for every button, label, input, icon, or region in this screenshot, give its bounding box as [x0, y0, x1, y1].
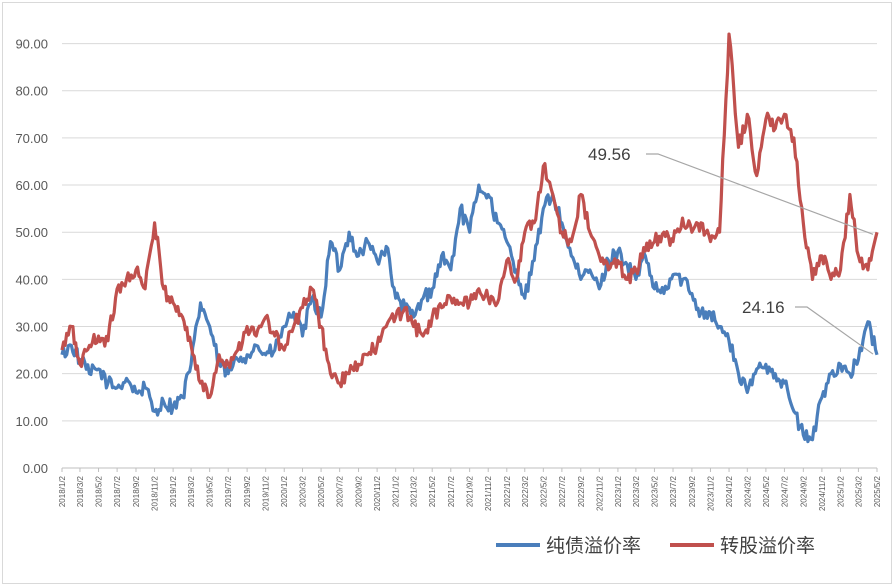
x-tick-label: 2021/1/2: [392, 475, 401, 507]
x-tick-label: 2024/3/2: [743, 475, 752, 507]
callout-leader-0: [646, 153, 874, 235]
series-line-1: [60, 32, 879, 400]
x-tick-label: 2023/11/2: [706, 475, 715, 511]
y-tick-label: 20.00: [15, 367, 48, 382]
x-tick-label: 2019/11/2: [262, 475, 271, 511]
x-tick-label: 2021/11/2: [484, 475, 493, 511]
x-tick-label: 2021/5/2: [428, 475, 437, 507]
x-tick-label: 2020/7/2: [336, 475, 345, 507]
y-tick-label: 0.00: [23, 461, 48, 476]
x-tick-label: 2019/7/2: [224, 475, 233, 507]
x-tick-label: 2023/5/2: [650, 475, 659, 507]
y-tick-label: 50.00: [15, 225, 48, 240]
x-tick-label: 2022/9/2: [577, 475, 586, 507]
legend-label-1: 转股溢价率: [720, 535, 815, 557]
x-tick-label: 2023/9/2: [688, 475, 697, 507]
x-tick-label: 2019/1/2: [169, 475, 178, 507]
x-tick-label: 2021/7/2: [447, 475, 456, 507]
gridlines: [62, 43, 877, 469]
y-tick-label: 70.00: [15, 131, 48, 146]
y-tick-label: 90.00: [15, 37, 48, 52]
legend-label-0: 纯债溢价率: [546, 535, 641, 557]
x-tick-label: 2025/3/2: [854, 475, 863, 507]
x-tick-label: 2024/11/2: [818, 475, 827, 511]
y-tick-label: 80.00: [15, 84, 48, 99]
x-tick-label: 2024/9/2: [799, 475, 808, 507]
y-tick-label: 10.00: [15, 414, 48, 429]
x-tick-label: 2019/9/2: [243, 475, 252, 507]
callout-label-0: 49.56: [588, 145, 631, 164]
y-tick-label: 60.00: [15, 178, 48, 193]
x-tick-label: 2023/3/2: [632, 475, 641, 507]
x-tick-label: 2020/9/2: [355, 475, 364, 507]
x-tick-label: 2024/1/2: [725, 475, 734, 507]
x-tick-label: 2018/5/2: [95, 475, 104, 507]
y-tick-label: 40.00: [15, 272, 48, 287]
x-tick-label: 2019/5/2: [206, 475, 215, 507]
x-tick-label: 2022/11/2: [595, 475, 604, 511]
x-tick-label: 2025/1/2: [836, 475, 845, 507]
series-layer: [60, 32, 879, 444]
x-axis-ticks: 2018/1/2 2018/3/2 2018/5/2 2018/7/2 2018/9/2…: [58, 468, 882, 511]
legend: 纯债溢价率 转股溢价率: [496, 535, 815, 557]
series-line-0: [60, 183, 879, 444]
x-tick-label: 2022/3/2: [521, 475, 530, 507]
annotation-layer: 49.56 24.16: [588, 145, 874, 355]
x-tick-label: 2022/7/2: [558, 475, 567, 507]
x-tick-label: 2024/5/2: [762, 475, 771, 507]
x-tick-label: 2024/7/2: [780, 475, 789, 507]
x-tick-label: 2018/11/2: [151, 475, 160, 511]
x-tick-label: 2018/9/2: [132, 475, 141, 507]
x-tick-label: 2019/3/2: [187, 475, 196, 507]
x-tick-label: 2021/3/2: [410, 475, 419, 507]
x-tick-label: 2022/1/2: [503, 475, 512, 507]
y-tick-label: 30.00: [15, 320, 48, 335]
x-tick-label: 2022/5/2: [539, 475, 548, 507]
x-tick-label: 2025/5/2: [873, 475, 882, 507]
x-tick-label: 2020/11/2: [373, 475, 382, 511]
x-tick-label: 2018/3/2: [76, 475, 85, 507]
x-tick-label: 2021/9/2: [466, 475, 475, 507]
x-tick-label: 2020/3/2: [299, 475, 308, 507]
callout-label-1: 24.16: [742, 298, 785, 317]
x-tick-label: 2020/5/2: [317, 475, 326, 507]
y-axis-ticks: 0.00 10.00 20.00 30.00 40.00 50.00 60.00 70.00 8…: [15, 37, 48, 476]
x-tick-label: 2018/1/2: [58, 475, 67, 507]
x-tick-label: 2020/1/2: [280, 475, 289, 507]
x-tick-label: 2023/1/2: [614, 475, 623, 507]
callout-leader-1: [795, 306, 874, 355]
x-tick-label: 2023/7/2: [669, 475, 678, 507]
x-tick-label: 2018/7/2: [113, 475, 122, 507]
